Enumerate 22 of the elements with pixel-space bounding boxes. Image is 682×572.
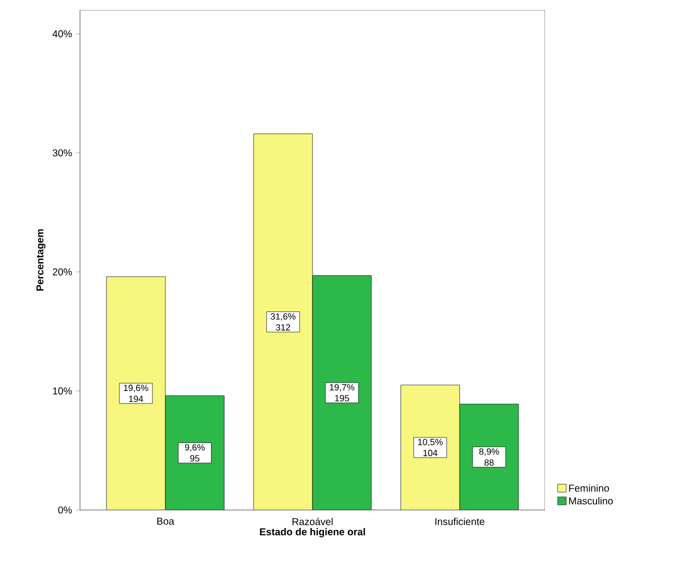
data-label: 19,6% 194 — [124, 384, 148, 402]
data-label: 10,5% 104 — [418, 438, 443, 456]
y-axis-title: Percentagem — [36, 229, 46, 291]
x-tick-label: Razoável — [292, 518, 333, 526]
x-tick-label: Insuficiente — [435, 518, 484, 526]
data-label: 8,9% 88 — [479, 448, 499, 466]
x-axis-title: Estado de higiene oral — [260, 528, 365, 538]
bar — [312, 275, 372, 510]
legend-label: Feminino — [569, 484, 609, 492]
y-tick-label: 40% — [52, 30, 72, 38]
x-tick-label: Boa — [157, 518, 174, 525]
data-label: 9,6% 95 — [184, 444, 205, 462]
data-label: 19,7% 195 — [330, 384, 354, 402]
y-tick-label: 0% — [58, 506, 72, 514]
bar — [106, 276, 166, 510]
data-label: 31,6% 312 — [270, 313, 296, 331]
y-tick-label: 10% — [53, 387, 72, 394]
bar — [254, 134, 313, 510]
y-tick-label: 30% — [52, 149, 72, 156]
y-tick-label: 20% — [52, 268, 72, 276]
bar — [400, 384, 460, 510]
legend-label: Masculino — [569, 497, 613, 504]
